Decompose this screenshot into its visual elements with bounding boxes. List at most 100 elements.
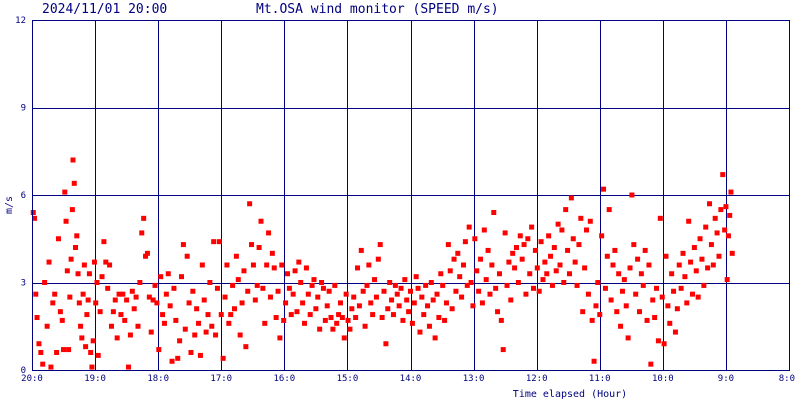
- data-points: [30, 157, 735, 370]
- data-point: [228, 312, 234, 318]
- data-point: [84, 312, 90, 318]
- data-point: [597, 312, 603, 318]
- data-point: [90, 338, 96, 344]
- data-point: [264, 262, 270, 268]
- data-point: [103, 259, 109, 265]
- data-point: [676, 262, 682, 268]
- data-point: [231, 306, 237, 312]
- data-point: [430, 297, 436, 303]
- data-point: [532, 247, 538, 253]
- data-point: [144, 250, 150, 256]
- plot-frame: [32, 20, 790, 371]
- data-point: [470, 303, 476, 309]
- data-point: [392, 282, 398, 288]
- data-point: [608, 297, 614, 303]
- data-point: [89, 364, 95, 370]
- data-point: [610, 262, 616, 268]
- data-point: [570, 236, 576, 242]
- data-point: [343, 291, 349, 297]
- data-point: [631, 242, 637, 248]
- data-point: [563, 207, 569, 213]
- data-point: [63, 218, 69, 224]
- x-tick-label: 14:0: [400, 374, 422, 384]
- data-point: [421, 312, 427, 318]
- data-point: [625, 335, 631, 341]
- data-point: [548, 253, 554, 259]
- data-point: [141, 215, 147, 221]
- data-point: [468, 280, 474, 285]
- data-point: [724, 277, 730, 283]
- data-point: [116, 291, 122, 297]
- data-point: [182, 326, 188, 332]
- data-point: [209, 323, 215, 329]
- data-point: [379, 315, 385, 320]
- x-tick-label: 15:0: [337, 374, 359, 384]
- data-point: [366, 262, 372, 268]
- data-point: [447, 268, 453, 274]
- data-point: [708, 242, 714, 248]
- data-point: [707, 201, 713, 207]
- data-point: [88, 350, 94, 355]
- data-point: [582, 265, 588, 271]
- data-point: [177, 338, 183, 344]
- data-point: [718, 207, 724, 213]
- data-point: [199, 262, 205, 268]
- data-point: [347, 326, 353, 332]
- data-point: [286, 285, 292, 291]
- data-point: [360, 288, 366, 294]
- data-point: [585, 291, 591, 297]
- data-point: [300, 300, 306, 306]
- x-tick-label: 13:0: [463, 374, 485, 384]
- x-axis-label: Time elapsed (Hour): [513, 389, 627, 400]
- data-point: [290, 291, 296, 297]
- data-point: [152, 282, 158, 288]
- y-tick-labels: 0 3 6 9 12: [15, 16, 26, 376]
- data-point: [385, 306, 391, 312]
- y-tick-label: 12: [15, 16, 26, 26]
- data-point: [75, 271, 81, 277]
- data-point: [712, 215, 718, 221]
- data-point: [156, 347, 162, 353]
- data-point: [697, 236, 703, 242]
- data-point: [62, 189, 68, 195]
- data-point: [245, 288, 251, 294]
- data-point: [80, 291, 86, 297]
- y-tick-label: 0: [21, 366, 26, 376]
- data-point: [682, 274, 688, 280]
- data-point: [443, 300, 449, 306]
- data-point: [489, 262, 495, 268]
- data-point: [728, 189, 734, 195]
- data-point: [584, 227, 590, 233]
- data-point: [460, 262, 466, 268]
- data-point: [438, 271, 444, 277]
- data-point: [425, 303, 431, 309]
- data-point: [326, 288, 332, 294]
- data-point: [521, 242, 527, 248]
- y-tick-label: 6: [21, 191, 26, 201]
- data-point: [406, 309, 412, 315]
- data-point: [688, 259, 694, 265]
- data-point: [498, 317, 504, 323]
- data-point: [46, 259, 52, 265]
- data-point: [273, 315, 279, 320]
- data-point: [727, 212, 733, 218]
- data-point: [303, 265, 309, 271]
- data-point: [336, 312, 342, 318]
- data-point: [373, 294, 379, 300]
- data-point: [602, 285, 608, 291]
- data-point: [689, 291, 695, 297]
- data-point: [481, 227, 487, 233]
- data-point: [691, 245, 697, 250]
- data-point: [118, 312, 124, 318]
- data-point: [538, 239, 544, 245]
- data-point: [154, 300, 160, 306]
- data-point: [70, 157, 76, 163]
- data-point: [663, 253, 669, 259]
- data-point: [565, 247, 571, 253]
- data-point: [650, 297, 656, 303]
- data-point: [91, 259, 97, 265]
- data-point: [642, 247, 648, 253]
- data-point: [85, 297, 91, 303]
- data-point: [614, 309, 620, 315]
- data-point: [341, 335, 347, 341]
